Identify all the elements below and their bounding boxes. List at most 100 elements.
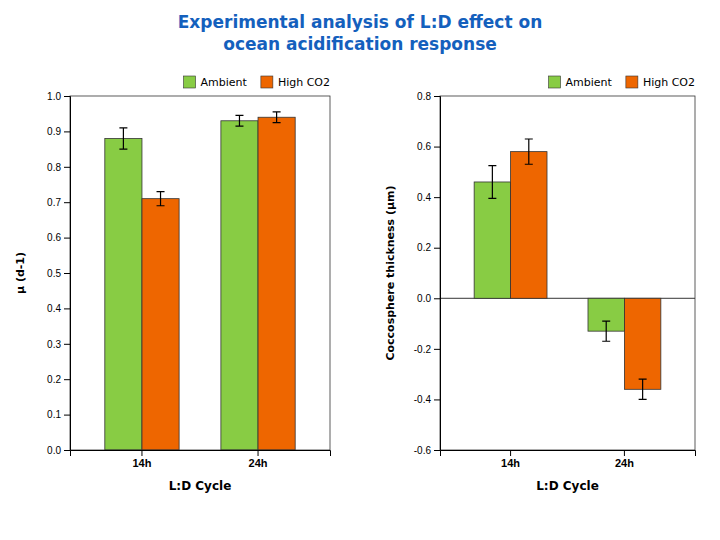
tick-label: 0.1 <box>47 409 61 420</box>
tick-mark <box>64 308 70 309</box>
error-bar <box>488 166 496 199</box>
tick-mark <box>64 96 70 97</box>
plot-frame <box>70 96 330 450</box>
tick: 14h <box>132 450 151 469</box>
tick: 0.6 <box>47 232 70 243</box>
subtitle: ocean acidification response <box>223 34 497 54</box>
tick: 0.0 <box>47 445 70 456</box>
title: Experimental analysis of L:D effect on <box>178 12 543 32</box>
tick: -0.2 <box>414 344 440 355</box>
axis-line <box>64 97 71 451</box>
tick-label: 0.2 <box>47 374 61 385</box>
legend-label: High CO2 <box>643 76 695 89</box>
tick-label: 24h <box>249 457 268 469</box>
tick: 0.4 <box>417 192 440 203</box>
tick-label: 0.2 <box>417 242 431 253</box>
tick-label: 0.0 <box>47 445 61 456</box>
y-axis-title: μ (d-1) <box>14 252 27 294</box>
tick: 0.2 <box>47 374 70 385</box>
tick: 0.5 <box>47 268 70 279</box>
tick: 0.3 <box>47 339 70 350</box>
tick-mark <box>434 450 440 451</box>
bar <box>624 298 660 389</box>
bar-series <box>474 166 624 342</box>
tick-mark <box>434 197 440 198</box>
error-bar <box>119 128 127 149</box>
tick-label: 1.0 <box>47 91 61 102</box>
bar-series <box>105 115 258 450</box>
tick-label: -0.6 <box>414 445 432 456</box>
legend: Ambient High CO2 <box>549 76 695 89</box>
tick-mark <box>141 450 142 456</box>
tick: 0.8 <box>417 91 440 102</box>
tick-mark <box>434 399 440 400</box>
tick-label: 24h <box>615 457 634 469</box>
tick-mark <box>64 131 70 132</box>
tick-label: 0.6 <box>47 232 61 243</box>
tick-label: 0.8 <box>417 91 431 102</box>
tick-mark <box>64 202 70 203</box>
legend-item: Ambient <box>549 76 613 89</box>
bar-series <box>511 139 661 399</box>
tick-mark <box>258 450 259 456</box>
bar <box>221 121 258 450</box>
tick-mark <box>64 273 70 274</box>
legend-item: Ambient <box>184 76 248 89</box>
legend-item: High CO2 <box>261 76 330 89</box>
legend-label: High CO2 <box>278 76 330 89</box>
tick-mark <box>434 349 440 350</box>
tick-mark <box>434 298 440 299</box>
tick: -0.6 <box>414 445 440 456</box>
tick-label: 0.8 <box>47 162 61 173</box>
tick-label: 14h <box>132 457 151 469</box>
tick-label: 0.9 <box>47 126 61 137</box>
tick-label: 0.4 <box>47 303 61 314</box>
bar <box>511 152 547 299</box>
axis-line <box>441 451 696 457</box>
tick: 1.0 <box>47 91 70 102</box>
y-axis: 0.0 0.1 0.2 0.3 0.4 0.5 0.6 0.7 0.8 0.9 1.0 <box>47 91 70 456</box>
tick: 14h <box>501 450 520 469</box>
chart: 0.0 0.1 0.2 0.3 0.4 0.5 0.6 0.7 0.8 0.9 1.0 14h 24h L… <box>14 76 331 493</box>
tick-label: 0.5 <box>47 268 61 279</box>
legend-item: High CO2 <box>626 76 695 89</box>
tick-mark <box>64 238 70 239</box>
x-axis-title: L:D Cycle <box>169 479 232 493</box>
legend-swatch <box>261 76 273 88</box>
figure: Experimental analysis of L:D effect onoc… <box>0 0 720 540</box>
tick: 0.7 <box>47 197 70 208</box>
tick-label: 0.6 <box>417 141 431 152</box>
chart: -0.6-0.4-0.20.00.20.40.60.814h24hL:D Cyc… <box>384 76 696 493</box>
plot-area <box>105 112 295 450</box>
y-axis-title: Coccosphere thickness (µm) <box>384 185 397 360</box>
legend: Ambient High CO2 <box>184 76 330 89</box>
tick-label: 0.7 <box>47 197 61 208</box>
error-bar <box>273 112 281 123</box>
tick-mark <box>64 344 70 345</box>
tick-mark <box>434 248 440 249</box>
tick: 0.6 <box>417 141 440 152</box>
plot-area <box>440 139 695 399</box>
tick: 0.0 <box>417 293 440 304</box>
tick-mark <box>64 450 70 451</box>
bar-series <box>142 112 295 450</box>
tick: 0.9 <box>47 126 70 137</box>
x-axis: 14h 24h <box>441 450 696 469</box>
plot-frame <box>440 96 695 450</box>
tick-label: -0.4 <box>414 394 432 405</box>
error-bar <box>639 379 647 399</box>
tick-mark <box>64 167 70 168</box>
bar <box>258 117 295 450</box>
legend-swatch <box>549 76 561 88</box>
tick-mark <box>64 379 70 380</box>
tick-mark <box>434 96 440 97</box>
error-bar <box>602 321 610 341</box>
tick-label: -0.2 <box>414 344 432 355</box>
tick: -0.4 <box>414 394 440 405</box>
error-bar <box>235 115 243 126</box>
tick: 0.8 <box>47 162 70 173</box>
bar <box>142 199 179 450</box>
tick: 0.2 <box>417 242 440 253</box>
tick: 0.4 <box>47 303 70 314</box>
tick-mark <box>510 450 511 456</box>
